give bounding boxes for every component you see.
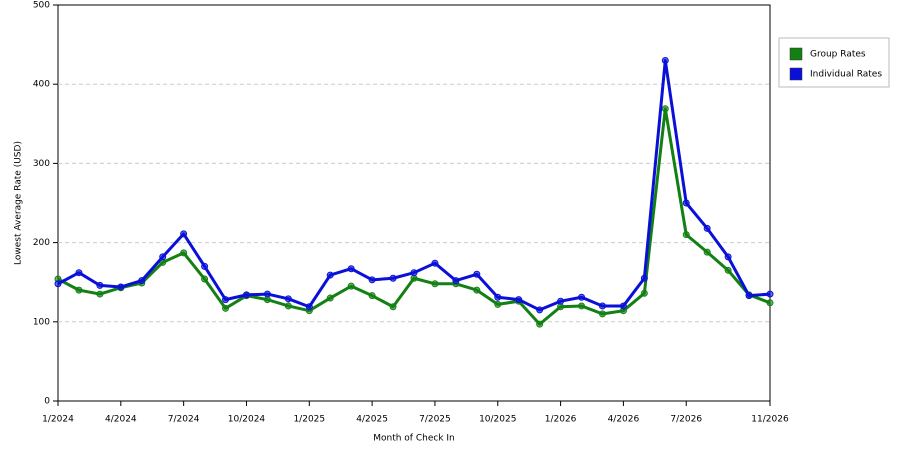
x-axis-title: Month of Check In xyxy=(373,434,455,444)
data-point xyxy=(75,286,83,294)
data-point xyxy=(661,105,669,113)
data-point xyxy=(557,297,565,305)
data-point xyxy=(473,270,481,278)
plot-frame xyxy=(57,4,771,402)
data-point xyxy=(75,269,83,277)
data-point xyxy=(201,262,209,270)
data-point xyxy=(640,274,648,282)
data-point xyxy=(347,282,355,290)
data-point xyxy=(536,320,544,328)
data-point xyxy=(766,299,774,307)
x-tick-label: 7/2024 xyxy=(168,415,200,425)
data-point xyxy=(578,293,586,301)
x-tick-label: 7/2025 xyxy=(419,415,451,425)
y-tick-label: 100 xyxy=(33,317,50,327)
x-tick-label: 1/2025 xyxy=(293,415,325,425)
data-point xyxy=(431,259,439,267)
data-point xyxy=(263,290,271,298)
data-point xyxy=(703,224,711,232)
data-point xyxy=(284,295,292,303)
data-point xyxy=(536,306,544,314)
data-point xyxy=(305,303,313,311)
data-point xyxy=(745,292,753,300)
data-point xyxy=(222,296,230,304)
data-point xyxy=(682,231,690,239)
data-point xyxy=(410,269,418,277)
data-point xyxy=(682,199,690,207)
x-tick-label: 11/2026 xyxy=(751,415,789,425)
data-point xyxy=(724,253,732,261)
data-point xyxy=(640,289,648,297)
data-point xyxy=(326,294,334,302)
data-point xyxy=(180,230,188,238)
data-point xyxy=(598,302,606,310)
data-point xyxy=(494,300,502,308)
data-point xyxy=(473,286,481,294)
data-point xyxy=(138,277,146,285)
y-tick-label: 500 xyxy=(33,1,50,11)
x-tick-label: 10/2024 xyxy=(228,415,266,425)
data-point xyxy=(724,266,732,274)
y-tick-label: 300 xyxy=(33,159,50,169)
data-point xyxy=(661,56,669,64)
data-point xyxy=(159,253,167,261)
data-point xyxy=(54,280,62,288)
data-point xyxy=(180,249,188,257)
data-point xyxy=(96,281,104,289)
data-point xyxy=(326,271,334,279)
data-point xyxy=(117,283,125,291)
data-point xyxy=(368,276,376,284)
data-point xyxy=(242,291,250,299)
data-point xyxy=(284,302,292,310)
x-tick-label: 4/2024 xyxy=(105,415,137,425)
y-axis-title: Lowest Average Rate (USD) xyxy=(14,141,24,265)
data-point xyxy=(598,310,606,318)
data-point xyxy=(703,248,711,256)
data-point xyxy=(515,296,523,304)
data-point xyxy=(201,275,209,283)
series-line xyxy=(57,107,771,326)
legend-label: Individual Rates xyxy=(810,70,882,80)
x-tick-label: 1/2024 xyxy=(42,415,74,425)
x-tick-label: 7/2026 xyxy=(670,415,702,425)
x-tick-label: 10/2025 xyxy=(479,415,516,425)
data-point xyxy=(431,280,439,288)
y-tick-label: 200 xyxy=(33,238,50,248)
x-tick-label: 4/2026 xyxy=(608,415,640,425)
data-point xyxy=(368,292,376,300)
data-point xyxy=(389,274,397,282)
data-point xyxy=(222,304,230,312)
x-tick-label: 1/2026 xyxy=(545,415,577,425)
legend-label: Group Rates xyxy=(810,50,866,60)
data-point xyxy=(96,290,104,298)
legend-swatch xyxy=(789,47,803,61)
data-point xyxy=(766,290,774,298)
legend-swatch xyxy=(789,67,803,81)
data-point xyxy=(347,265,355,273)
data-point xyxy=(619,302,627,310)
y-tick-label: 0 xyxy=(44,397,50,407)
data-point xyxy=(494,293,502,301)
data-point xyxy=(452,277,460,285)
data-point xyxy=(578,302,586,310)
y-tick-label: 400 xyxy=(33,80,50,90)
data-point xyxy=(389,303,397,311)
x-tick-label: 4/2025 xyxy=(356,415,388,425)
